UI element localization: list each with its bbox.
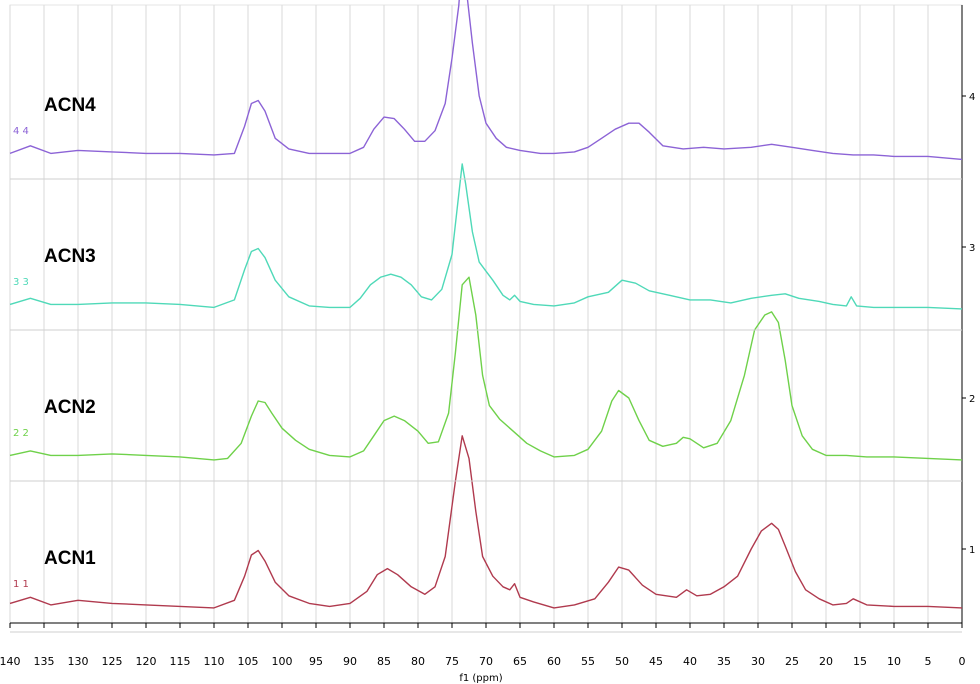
x-tick-label-55: 55 <box>581 655 595 668</box>
x-tick-label-115: 115 <box>170 655 191 668</box>
x-tick-label-90: 90 <box>343 655 357 668</box>
x-tick-label-120: 120 <box>136 655 157 668</box>
x-tick-label-5: 5 <box>925 655 932 668</box>
x-tick-label-0: 0 <box>959 655 966 668</box>
series-line-ACN1 <box>9 435 963 609</box>
x-tick-label-30: 30 <box>751 655 765 668</box>
x-axis: 140 135 130 125 120 115 110 105 100 95 90 85 80 75 70 6… <box>0 622 966 668</box>
x-tick-label-105: 105 <box>238 655 259 668</box>
x-tick-label-50: 50 <box>615 655 629 668</box>
x-tick-label-85: 85 <box>377 655 391 668</box>
x-tick-label-15: 15 <box>853 655 867 668</box>
right-tick-label-2: 2 <box>969 394 975 405</box>
x-tick-label-45: 45 <box>649 655 663 668</box>
x-tick-label-35: 35 <box>717 655 731 668</box>
series-title-ACN1: ACN1 <box>44 548 96 569</box>
series-tag-ACN3: 3 3 <box>13 277 29 288</box>
x-tick-label-140: 140 <box>0 655 21 668</box>
right-axis: 1 2 3 4 <box>961 5 975 623</box>
x-tick-label-100: 100 <box>272 655 293 668</box>
x-tick-label-80: 80 <box>411 655 425 668</box>
series-line-ACN4 <box>9 0 963 161</box>
series-title-ACN3: ACN3 <box>44 246 96 267</box>
x-tick-label-70: 70 <box>479 655 493 668</box>
right-tick-label-4: 4 <box>969 92 975 103</box>
spectra-series: ACN1 1 1 ACN2 2 2 ACN3 3 3 ACN4 4 4 <box>9 0 963 633</box>
x-tick-label-75: 75 <box>445 655 459 668</box>
series-title-ACN4: ACN4 <box>44 95 96 116</box>
series-tag-ACN2: 2 2 <box>13 428 29 439</box>
series-tag-ACN4: 4 4 <box>13 126 29 137</box>
x-tick-label-130: 130 <box>68 655 89 668</box>
x-tick-label-60: 60 <box>547 655 561 668</box>
x-tick-label-110: 110 <box>204 655 225 668</box>
x-tick-label-20: 20 <box>819 655 833 668</box>
right-tick-label-3: 3 <box>969 243 975 254</box>
right-tick-label-1: 1 <box>969 545 975 556</box>
series-tag-ACN1: 1 1 <box>13 579 29 590</box>
x-tick-label-65: 65 <box>513 655 527 668</box>
series-line-ACN2 <box>9 276 963 461</box>
x-tick-label-125: 125 <box>102 655 123 668</box>
series-line-ACN3 <box>9 163 963 310</box>
x-axis-title: f1 (ppm) <box>459 673 502 684</box>
x-tick-label-95: 95 <box>309 655 323 668</box>
x-tick-label-25: 25 <box>785 655 799 668</box>
series-title-ACN2: ACN2 <box>44 397 96 418</box>
x-tick-label-40: 40 <box>683 655 697 668</box>
x-tick-label-10: 10 <box>887 655 901 668</box>
vertical-gridlines <box>9 5 963 623</box>
x-tick-label-135: 135 <box>34 655 55 668</box>
